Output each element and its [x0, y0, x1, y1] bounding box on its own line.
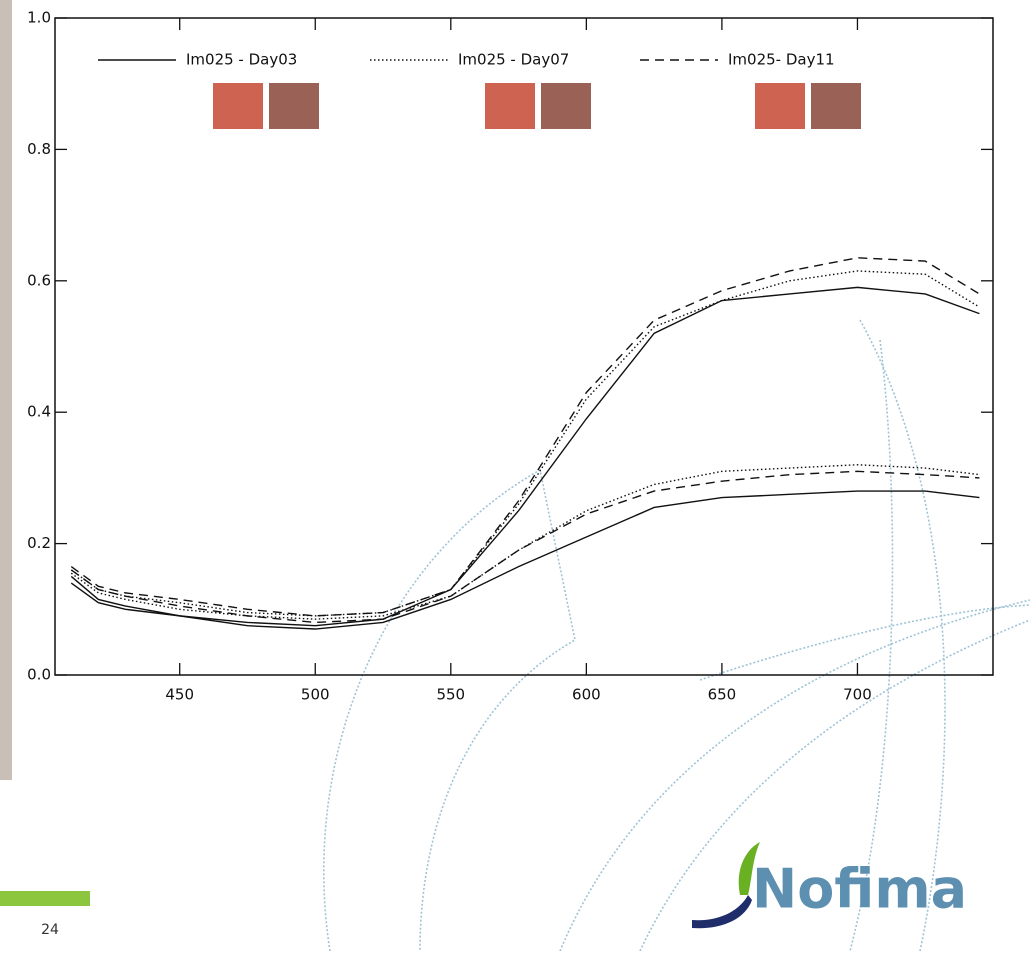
page-number: 24 — [41, 922, 59, 938]
legend-label: Im025- Day11 — [728, 51, 835, 69]
legend-swatch — [483, 81, 537, 131]
x-tick-label: 550 — [436, 686, 465, 704]
legend-swatch — [753, 81, 807, 131]
legend-label: Im025 - Day03 — [186, 51, 297, 69]
legend-label: Im025 - Day07 — [458, 51, 569, 69]
x-tick-label: 450 — [165, 686, 194, 704]
data-line — [70, 257, 980, 617]
data-line — [70, 464, 980, 620]
y-tick-label: 0.8 — [27, 140, 51, 158]
x-tick-label: 650 — [708, 686, 737, 704]
logo-text: Nofima — [752, 858, 967, 921]
x-tick-label: 600 — [572, 686, 601, 704]
green-bar — [0, 891, 90, 906]
data-line — [70, 270, 980, 617]
y-tick-label: 0.2 — [27, 534, 51, 552]
x-tick-label: 500 — [301, 686, 330, 704]
data-line — [70, 286, 980, 627]
legend-swatch — [539, 81, 593, 131]
decoration — [323, 319, 1030, 952]
y-tick-label: 0.4 — [27, 403, 51, 421]
x-tick-label: 700 — [843, 686, 872, 704]
y-tick-label: 0.0 — [27, 666, 51, 684]
legend-swatch — [267, 81, 321, 131]
photo-strip — [0, 0, 12, 780]
logo-swoosh — [692, 895, 752, 929]
legend-swatch — [809, 81, 863, 131]
y-tick-label: 0.6 — [27, 271, 51, 289]
plot-frame — [54, 17, 994, 676]
legend-swatch — [211, 81, 265, 131]
data-line — [70, 490, 980, 630]
logo-leaf — [738, 842, 760, 895]
y-tick-label: 1.0 — [27, 9, 51, 27]
